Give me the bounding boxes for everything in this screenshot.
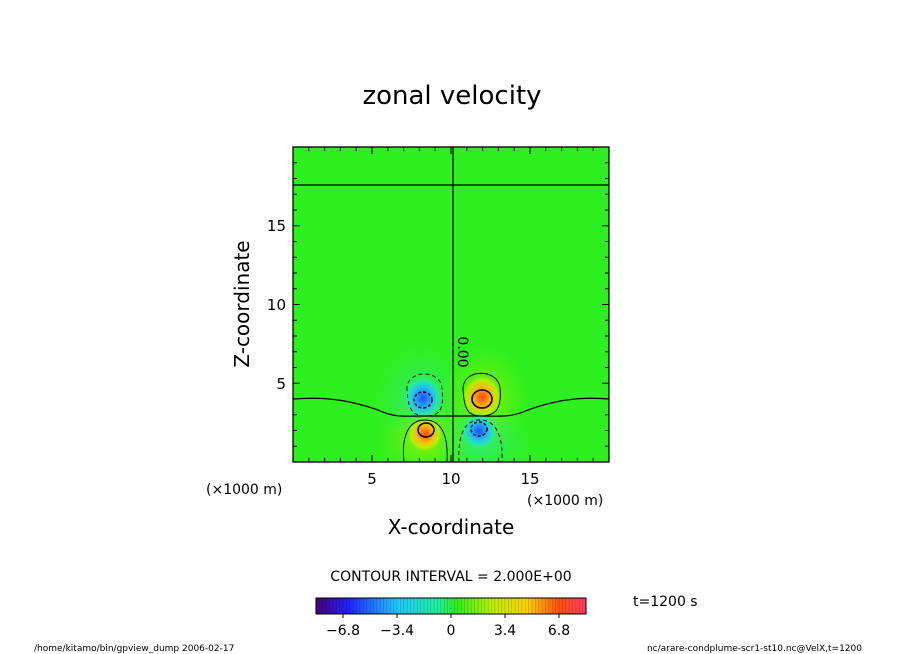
colorbar-tick-label: −3.4 — [380, 623, 414, 639]
contour-upper-right-solid — [462, 372, 501, 417]
contour-interval-label: CONTOUR INTERVAL = 2.000E+00 — [330, 569, 571, 585]
contour-lower-right-dashed — [458, 419, 503, 462]
chart-title: zonal velocity — [362, 81, 541, 111]
contour-value-label: 0.00 — [454, 336, 470, 367]
colorbar-gradient — [316, 598, 586, 614]
x-tick-label-10: 10 — [441, 470, 460, 488]
contour-lower-left-solid — [403, 419, 448, 462]
colorbar-tick-label: 6.8 — [548, 623, 570, 639]
x-tick-label-15: 15 — [520, 470, 539, 488]
x-tick-label-5: 5 — [367, 470, 377, 488]
y-axis: 5 10 15 (×1000 m) Z-coordinate — [206, 162, 609, 498]
colorbar-tick-label: 3.4 — [494, 623, 516, 639]
colorbar-stripes — [319, 598, 583, 614]
contour-inner-upper-left — [413, 391, 433, 409]
y-tick-marks — [293, 162, 609, 447]
contour-inner-lower-left — [417, 422, 435, 438]
lobe-lower-right-negative — [461, 413, 497, 449]
time-label: t=1200 s — [633, 594, 698, 610]
y-tick-label-5: 5 — [276, 375, 286, 393]
contour-zero-wave — [293, 397, 609, 417]
y-axis-title: Z-coordinate — [230, 240, 254, 367]
contour-inner-lower-right — [470, 421, 488, 437]
lobe-upper-right-positive — [462, 375, 502, 419]
x-scale-note: (×1000 m) — [527, 493, 603, 509]
lobe-upper-left-negative — [403, 376, 443, 420]
x-axis: 5 10 15 (×1000 m) X-coordinate — [308, 147, 603, 539]
colorbar-ticks: −6.8 −3.4 0 3.4 6.8 — [326, 614, 570, 639]
colorbar: −6.8 −3.4 0 3.4 6.8 — [315, 597, 587, 639]
y-tick-label-10: 10 — [267, 296, 286, 314]
colorbar-tick-label: 0 — [447, 623, 456, 639]
x-axis-title: X-coordinate — [388, 515, 515, 539]
lobe-lower-left-positive — [407, 416, 443, 452]
y-scale-note: (×1000 m) — [206, 482, 282, 498]
colorbar-tick-label: −6.8 — [326, 623, 360, 639]
footer-right: nc/arare-condplume-scr1-st10.nc@VelX,t=1… — [647, 644, 862, 654]
plot-area: 0.00 — [292, 146, 610, 463]
x-tick-marks — [308, 147, 594, 462]
footer-left: /home/kitamo/bin/gpview_dump 2006-02-17 — [34, 644, 234, 654]
contour-inner-upper-right — [471, 389, 493, 409]
y-tick-label-15: 15 — [267, 217, 286, 235]
contour-upper-left-dashed — [406, 373, 443, 417]
